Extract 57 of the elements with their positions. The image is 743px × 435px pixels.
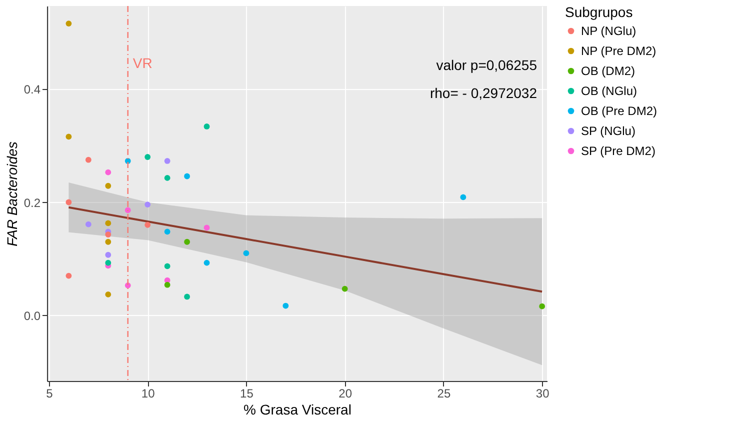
point	[184, 173, 190, 180]
point	[184, 238, 190, 245]
point	[164, 282, 170, 288]
point	[144, 154, 151, 160]
legend-label: SP (Pre DM2)	[581, 144, 656, 158]
point	[105, 220, 112, 226]
legend-label: NP (NGlu)	[581, 24, 636, 38]
ref-line-label: VR	[132, 55, 152, 71]
point	[105, 260, 112, 266]
x-tick-label: 25	[437, 386, 451, 400]
annotation: valor p=0,06255	[436, 57, 538, 73]
x-tick-label: 20	[338, 386, 352, 400]
point	[342, 286, 348, 292]
point	[243, 250, 250, 256]
point	[184, 294, 190, 300]
legend-title: Subgrupos	[565, 4, 633, 20]
point	[204, 260, 210, 266]
point	[105, 182, 112, 189]
point	[66, 134, 72, 140]
legend-label: NP (Pre DM2)	[581, 44, 656, 58]
point	[66, 20, 72, 26]
y-tick-label: 0.0	[24, 308, 41, 323]
point	[164, 263, 170, 270]
line-series	[68, 206, 544, 293]
point	[66, 272, 72, 279]
point	[66, 199, 72, 206]
point	[105, 252, 112, 258]
legend-label: OB (NGlu)	[581, 84, 638, 98]
point	[460, 194, 466, 200]
point	[124, 207, 131, 214]
point	[164, 174, 170, 181]
legend-label: OB (DM2)	[581, 64, 636, 78]
point	[282, 302, 289, 309]
y-tick-label: 0.2	[24, 196, 41, 210]
point	[105, 169, 112, 176]
legend-label: SP (NGlu)	[581, 124, 636, 138]
point	[105, 232, 112, 238]
x-axis-title: % Grasa Visceral	[244, 402, 352, 418]
point	[204, 224, 210, 231]
point	[164, 158, 170, 164]
point	[85, 221, 92, 228]
x-tick-label: 5	[46, 386, 54, 400]
x-tick-label: 15	[240, 386, 254, 400]
point	[105, 238, 112, 245]
legend-label: OB (Pre DM2)	[581, 104, 658, 118]
y-axis-title: FAR Bacteroides	[4, 142, 20, 246]
point	[204, 124, 210, 130]
x-tick-label: 30	[536, 386, 550, 400]
point	[164, 228, 170, 235]
x-tick-label: 10	[141, 386, 156, 400]
point	[539, 303, 546, 310]
point	[105, 292, 112, 298]
point	[85, 156, 92, 163]
annotation: rho= - 0,2972032	[430, 85, 538, 101]
point	[144, 222, 151, 228]
y-tick-label: 0.4	[24, 82, 41, 97]
point	[144, 202, 151, 208]
